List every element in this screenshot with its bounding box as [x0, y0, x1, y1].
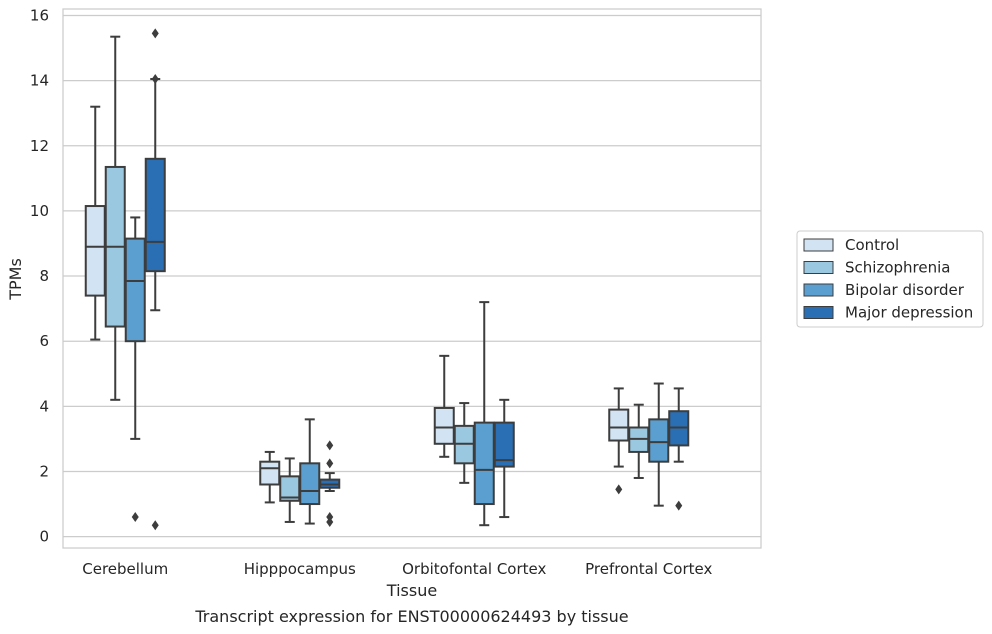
box-bipolar-disorder [473, 301, 495, 527]
box-schizophrenia [104, 35, 126, 401]
box-schizophrenia [628, 403, 650, 479]
outlier-point [615, 484, 623, 495]
boxes [84, 28, 690, 531]
x-tick-labels: Cerebellum Hipppocampus Orbitofontal Corte… [82, 560, 712, 578]
y-tick-label: 2 [39, 462, 49, 480]
box-iqr [433, 406, 455, 445]
x-tick-label: Orbitofontal Cortex [402, 560, 546, 578]
outlier-point [326, 458, 334, 469]
y-tick-label: 0 [39, 528, 49, 546]
box-bipolar-disorder [648, 382, 670, 507]
box-iqr [124, 237, 146, 343]
box-control [608, 387, 630, 495]
y-tick-label: 14 [30, 72, 49, 90]
y-tick-label: 8 [39, 267, 49, 285]
legend-label: Major depression [845, 304, 973, 322]
y-tick-label: 4 [39, 397, 49, 415]
outlier-point [326, 440, 334, 451]
legend-label: Schizophrenia [845, 259, 950, 277]
box-schizophrenia [279, 457, 301, 523]
box-iqr [144, 157, 166, 273]
outlier-point [326, 516, 334, 527]
y-tick-labels: 0 2 4 6 8 10 12 14 16 [30, 7, 49, 546]
legend-frame [796, 230, 984, 328]
legend: Control Schizophrenia Bipolar disorder Majo… [796, 230, 984, 328]
legend-label: Bipolar disorder [845, 281, 965, 299]
gridlines [63, 14, 761, 538]
box-control [259, 450, 281, 504]
y-tick-label: 12 [30, 137, 49, 155]
box-major-depression [144, 28, 166, 531]
y-axis-label: TPMs [6, 258, 25, 301]
y-tick-label: 10 [30, 202, 49, 220]
box-iqr [493, 421, 515, 468]
x-tick-label: Prefrontal Cortex [585, 560, 712, 578]
box-bipolar-disorder [299, 418, 321, 525]
box-bipolar-disorder [124, 216, 146, 523]
box-iqr [259, 460, 281, 486]
x-tick-label: Hipppocampus [244, 560, 356, 578]
box-major-depression [493, 398, 515, 519]
box-control [433, 354, 455, 458]
box-iqr [473, 421, 495, 506]
box-iqr [648, 418, 670, 463]
box-major-depression [668, 387, 690, 511]
x-axis-label: Tissue [386, 581, 437, 600]
outlier-point [131, 512, 139, 523]
x-tick-label: Cerebellum [82, 560, 168, 578]
legend-swatch [803, 261, 834, 274]
legend-swatch [803, 238, 834, 252]
box-major-depression [319, 440, 341, 527]
plot-area-frame [62, 8, 762, 549]
box-iqr [299, 462, 321, 506]
box-iqr [84, 205, 106, 297]
outlier-point [151, 74, 159, 85]
y-tick-label: 16 [30, 7, 49, 25]
outlier-point [675, 500, 683, 511]
outlier-point [151, 520, 159, 531]
box-control [84, 105, 106, 341]
legend-label: Control [845, 236, 899, 254]
outlier-point [151, 28, 159, 39]
legend-swatch [803, 306, 834, 319]
legend-items: Control Schizophrenia Bipolar disorder Majo… [803, 236, 973, 322]
box-iqr [608, 408, 630, 442]
y-tick-label: 6 [39, 332, 49, 350]
legend-swatch [803, 283, 834, 297]
chart-caption: Transcript expression for ENST0000062449… [194, 607, 628, 626]
